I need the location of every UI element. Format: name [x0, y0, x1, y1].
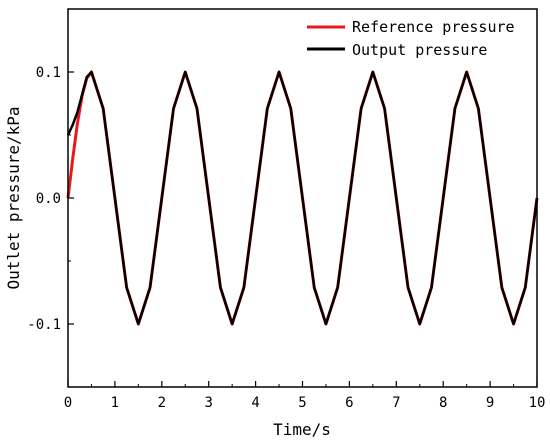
legend-label-output: Output pressure [352, 41, 487, 59]
x-tick-label: 6 [345, 395, 353, 411]
x-tick-label: 8 [439, 395, 447, 411]
x-tick-label: 3 [204, 395, 212, 411]
x-tick-label: 10 [529, 395, 546, 411]
x-tick-label: 7 [392, 395, 400, 411]
ticks [67, 71, 538, 387]
tick-labels: 0 1 2 3 4 5 6 7 8 9 10 -0.1 0.0 0.1 [27, 65, 545, 411]
y-tick-label: -0.1 [27, 317, 61, 333]
legend: Reference pressure Output pressure [307, 18, 515, 59]
x-tick-label: 4 [251, 395, 259, 411]
x-tick-label: 2 [158, 395, 166, 411]
plot-lines [66, 70, 539, 326]
legend-label-reference: Reference pressure [352, 18, 515, 36]
x-tick-label: 1 [111, 395, 119, 411]
y-tick-label: 0.1 [36, 65, 61, 81]
x-axis-title: Time/s [273, 420, 331, 439]
x-tick-label: 5 [298, 395, 306, 411]
y-tick-label: 0.0 [36, 191, 61, 207]
y-axis-title: Outlet pressure/kPa [4, 106, 23, 289]
x-tick-label: 9 [486, 395, 494, 411]
series-line-output [66, 70, 539, 326]
x-tick-label: 0 [64, 395, 72, 411]
